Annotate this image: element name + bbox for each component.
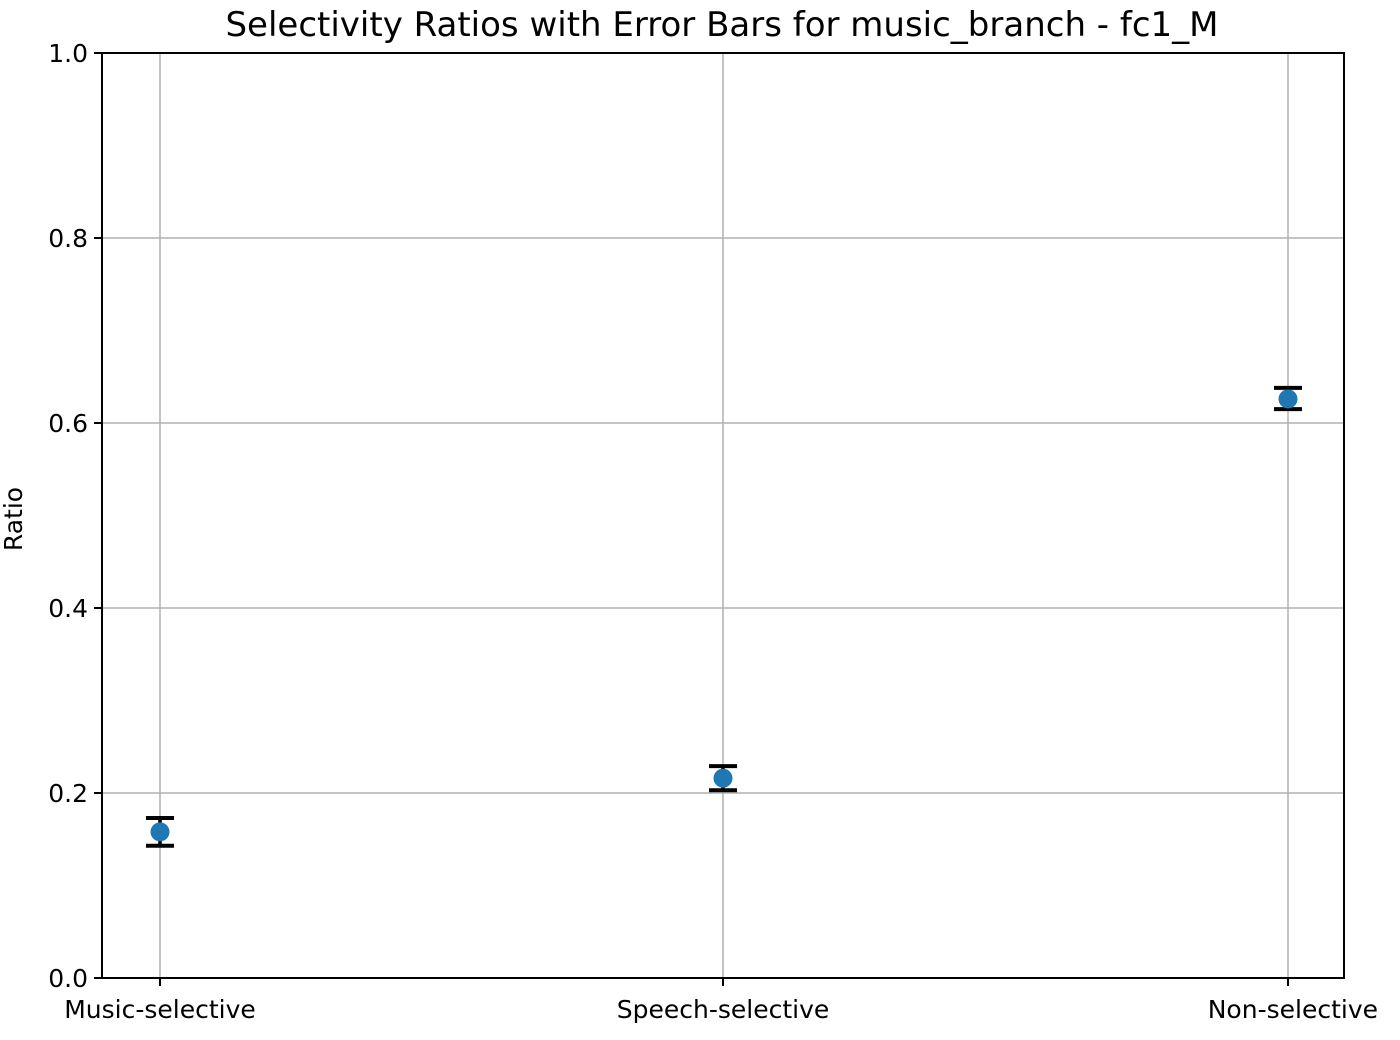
ticks-layer: 0.0 0.2 0.4 0.6 0.8 1.0 Music-selective Speech-… [48,39,1378,1024]
y-tick-label: 1.0 [48,39,88,68]
marks-layer [146,385,1302,848]
plot-area-frame [101,52,1345,979]
data-point [713,768,733,788]
y-axis-label: Ratio [0,487,28,551]
y-tick-label: 0.0 [48,964,88,993]
data-point [1278,389,1298,409]
y-tick-label: 0.8 [48,224,88,253]
y-tick-label: 0.4 [48,594,88,623]
x-tick-label: Speech-selective [617,995,830,1024]
x-tick-label: Non-selective [1208,995,1378,1024]
x-tick-label: Music-selective [64,995,256,1024]
y-tick-label: 0.6 [48,409,88,438]
grid-layer [102,52,1344,979]
chart-title: Selectivity Ratios with Error Bars for m… [225,5,1218,45]
y-tick-label: 0.2 [48,779,88,808]
data-point [150,822,170,842]
